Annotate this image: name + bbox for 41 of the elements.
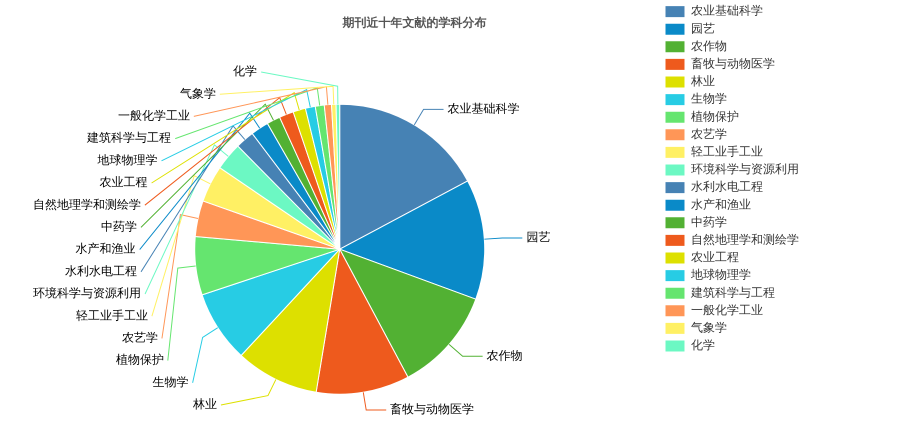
slice-label: 中药学 <box>100 220 137 234</box>
legend-label: 生物学 <box>691 92 727 106</box>
legend-label: 气象学 <box>691 320 727 335</box>
slice-label: 水利水电工程 <box>65 264 138 278</box>
legend-label: 建筑科学与工程 <box>690 285 775 300</box>
slice-label: 地球物理学 <box>96 152 158 167</box>
slice-label: 自然地理学和测绘学 <box>32 197 141 212</box>
slice-label: 气象学 <box>180 86 216 100</box>
slice-label: 化学 <box>233 64 258 78</box>
legend-label: 水产和渔业 <box>691 197 751 212</box>
slice-label: 植物保护 <box>116 352 164 367</box>
legend-label: 一般化学工业 <box>691 302 763 317</box>
slice-label: 轻工业手工业 <box>76 308 148 322</box>
legend-label: 化学 <box>691 338 715 352</box>
slice-label: 园艺 <box>526 230 550 244</box>
slice-label: 农艺学 <box>122 330 158 345</box>
legend-label: 自然地理学和测绘学 <box>691 232 799 247</box>
legend-label: 农业工程 <box>691 250 739 264</box>
slice-label: 一般化学工业 <box>118 108 190 123</box>
slice-label: 畜牧与动物医学 <box>390 402 474 416</box>
slice-label: 生物学 <box>152 374 189 389</box>
text: 期刊近十年文献的学科分布 <box>342 15 486 30</box>
slice-label: 林业 <box>192 397 217 412</box>
legend-label: 环境科学与资源利用 <box>691 162 799 176</box>
slice-label: 水产和渔业 <box>76 242 136 256</box>
legend-label: 畜牧与动物医学 <box>691 56 775 71</box>
legend-label: 水利水电工程 <box>691 180 763 194</box>
legend-label: 农艺学 <box>691 126 727 141</box>
slice-label: 农作物 <box>486 348 523 362</box>
legend-label: 地球物理学 <box>690 268 751 282</box>
legend-label: 农业基础科学 <box>691 4 763 18</box>
legend-label: 林业 <box>690 74 715 88</box>
legend-label: 轻工业手工业 <box>691 144 763 159</box>
legend-label: 农作物 <box>691 38 727 53</box>
legend-label: 中药学 <box>691 214 727 229</box>
slice-label: 农业工程 <box>100 175 148 190</box>
slice-label: 农业基础科学 <box>448 102 520 116</box>
slice-label: 环境科学与资源利用 <box>33 286 142 300</box>
legend-label: 植物保护 <box>691 109 739 124</box>
legend-label: 园艺 <box>691 21 715 36</box>
slice-label: 建筑科学与工程 <box>86 130 172 145</box>
